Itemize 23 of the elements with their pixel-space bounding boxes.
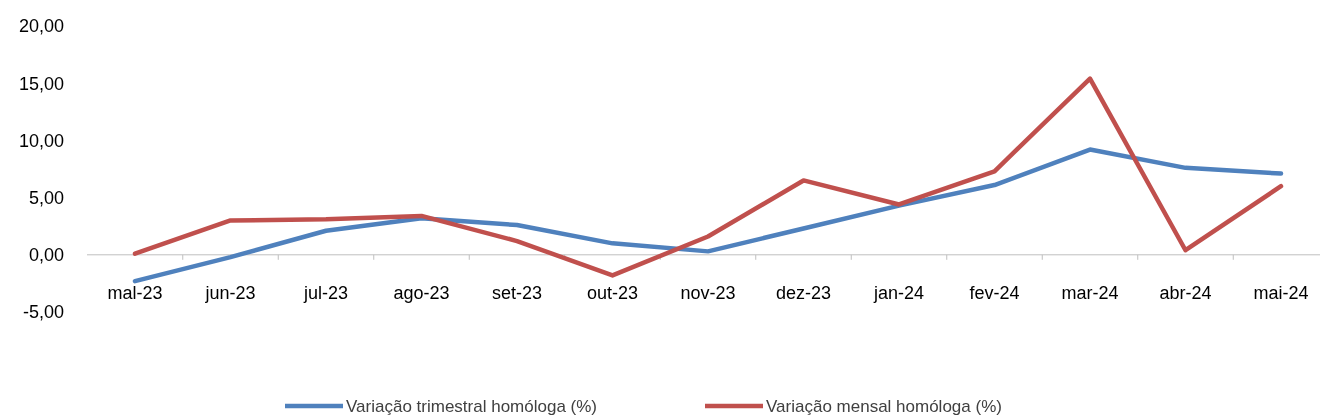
y-tick-label: 0,00 [28,245,64,266]
x-tick-label: nov-23 [680,282,736,303]
x-tick-label: mar-24 [1061,282,1119,303]
x-tick-label: jul-23 [302,282,349,303]
x-tick-label: mal-23 [107,282,163,303]
line-series [132,76,1284,278]
x-tick-label: jun-23 [204,282,256,303]
x-tick-label: abr-24 [1159,282,1212,303]
x-tick-label: fev-24 [969,282,1020,303]
legend-label: Variação mensal homóloga (%) [766,396,1002,416]
y-tick-label: 10,00 [18,130,64,151]
x-tick-label: jan-24 [872,282,925,303]
x-tick-label: mai-24 [1253,282,1309,303]
legend-label: Variação trimestral homóloga (%) [346,396,597,416]
line-series [132,147,1284,284]
x-tick-label: set-23 [491,282,543,303]
x-tick-label: dez-23 [775,282,832,303]
y-tick-label: 15,00 [18,73,64,94]
x-tick-label: out-23 [586,282,639,303]
x-tick-label: ago-23 [393,282,450,303]
y-tick-label: 5,00 [28,187,64,208]
y-tick-label: 20,00 [18,16,64,37]
y-tick-label: -5,00 [22,302,64,323]
